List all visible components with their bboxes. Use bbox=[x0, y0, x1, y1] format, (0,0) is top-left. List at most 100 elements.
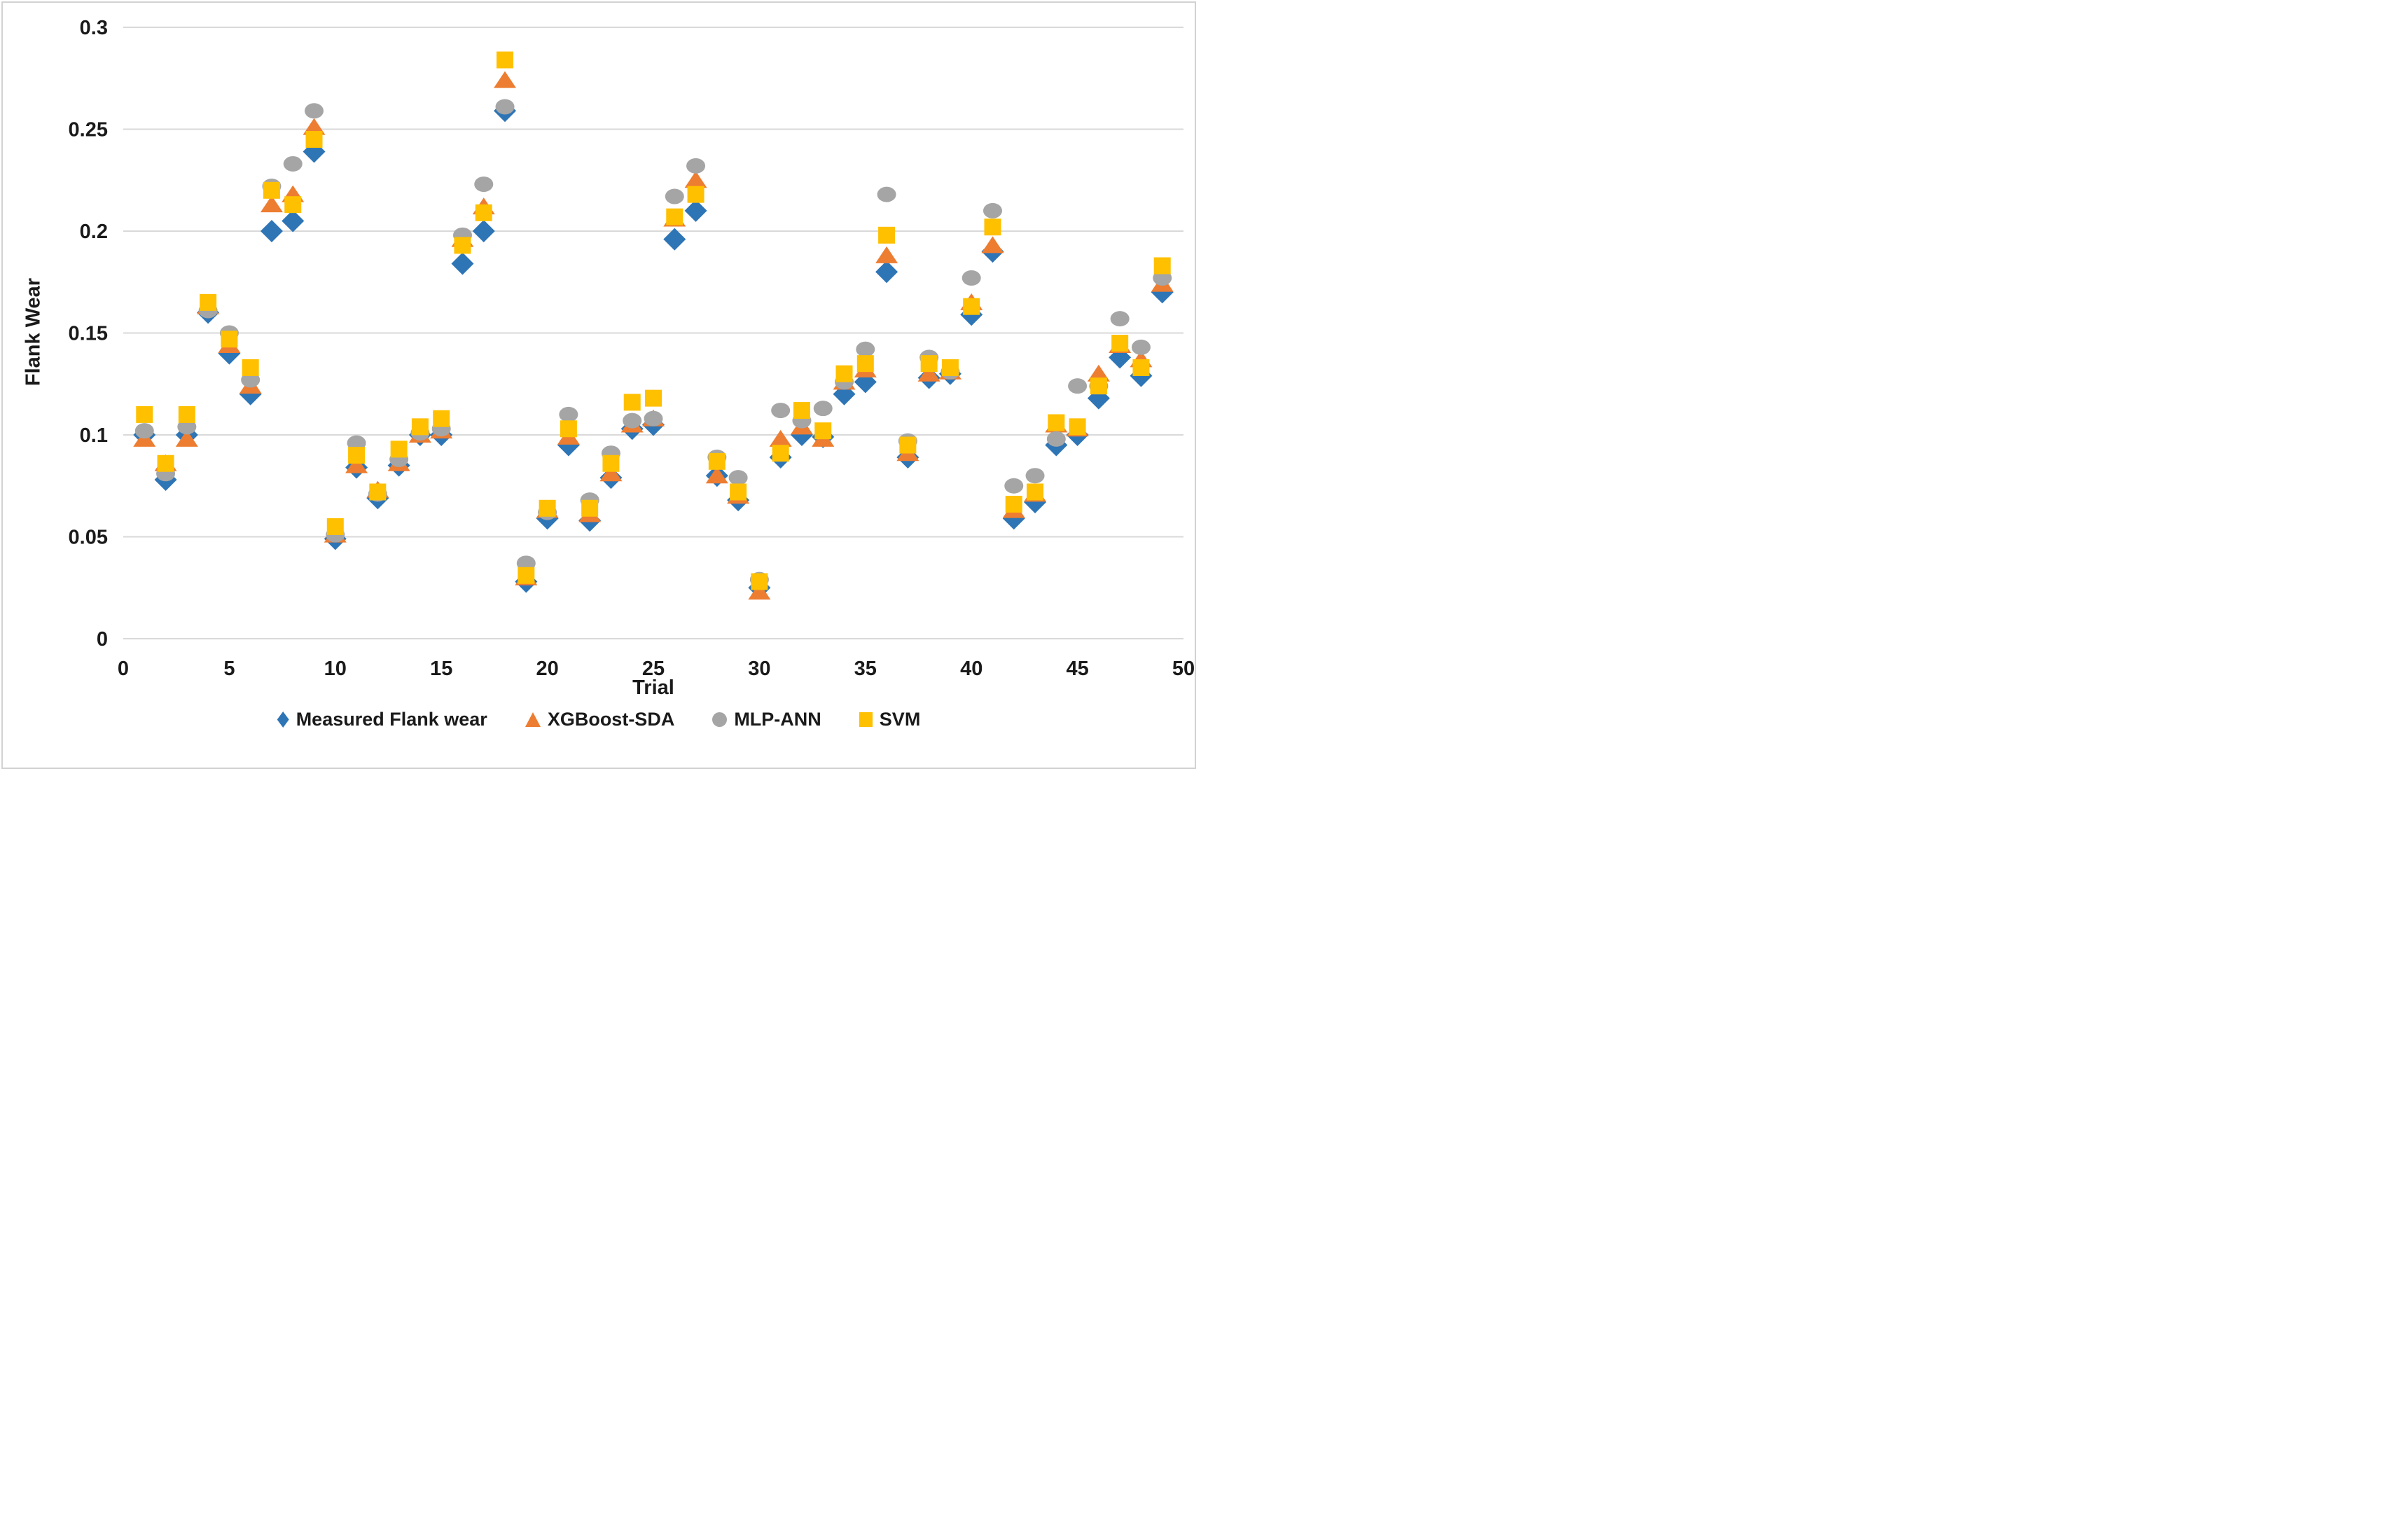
scatter-marker-diamond bbox=[663, 228, 686, 251]
x-tick-label: 50 bbox=[1172, 658, 1195, 680]
scatter-marker-triangle bbox=[494, 71, 517, 88]
y-tick-label: 0.3 bbox=[80, 17, 108, 39]
scatter-marker-square bbox=[1027, 483, 1044, 501]
legend-label: MLP-ANN bbox=[734, 709, 821, 730]
scatter-marker-square bbox=[941, 359, 959, 376]
y-tick-label: 0.2 bbox=[80, 221, 108, 243]
scatter-marker-square bbox=[920, 355, 938, 373]
scatter-marker-square bbox=[1153, 257, 1171, 275]
square-marker-icon bbox=[859, 712, 873, 727]
scatter-marker-square bbox=[200, 293, 217, 311]
scatter-marker-square bbox=[305, 131, 323, 148]
x-tick-label: 40 bbox=[960, 658, 983, 680]
scatter-marker-square bbox=[348, 447, 366, 464]
scatter-marker-square bbox=[772, 445, 789, 462]
scatter-marker-square bbox=[1111, 335, 1129, 352]
scatter-marker-square bbox=[581, 499, 599, 517]
x-tick-label: 20 bbox=[536, 658, 558, 680]
y-tick-label: 0.05 bbox=[69, 527, 108, 549]
scatter-marker-square bbox=[878, 226, 896, 244]
legend-label: XGBoost-SDA bbox=[547, 709, 675, 730]
scatter-marker-circle bbox=[1131, 339, 1151, 355]
scatter-marker-circle bbox=[559, 406, 578, 422]
scatter-marker-circle bbox=[1068, 378, 1088, 394]
scatter-marker-square bbox=[284, 196, 302, 214]
scatter-marker-circle bbox=[728, 470, 748, 486]
scatter-marker-square bbox=[178, 405, 195, 423]
scatter-marker-circle bbox=[877, 186, 896, 202]
scatter-marker-square bbox=[1069, 418, 1086, 436]
chart-legend: Measured Flank wear XGBoost-SDA MLP-ANN … bbox=[3, 709, 1195, 730]
scatter-marker-square bbox=[856, 355, 874, 373]
scatter-marker-circle bbox=[623, 412, 642, 429]
scatter-marker-square bbox=[751, 573, 768, 590]
scatter-marker-circle bbox=[474, 176, 494, 193]
scatter-marker-square bbox=[390, 441, 408, 458]
legend-item-measured-flank-wear: Measured Flank wear bbox=[277, 709, 487, 730]
x-tick-label: 15 bbox=[430, 658, 452, 680]
scatter-marker-triangle bbox=[875, 246, 898, 263]
scatter-marker-square bbox=[623, 394, 641, 411]
scatter-marker-triangle bbox=[981, 236, 1004, 254]
legend-item-svm: SVM bbox=[859, 709, 921, 730]
scatter-marker-circle bbox=[665, 188, 684, 204]
scatter-marker-diamond bbox=[260, 220, 283, 242]
scatter-marker-diamond bbox=[472, 220, 495, 242]
scatter-marker-triangle bbox=[303, 118, 326, 135]
scatter-marker-circle bbox=[644, 410, 663, 426]
triangle-marker-icon bbox=[525, 712, 541, 727]
scatter-marker-circle bbox=[856, 341, 875, 357]
scatter-marker-circle bbox=[305, 103, 324, 119]
scatter-marker-triangle bbox=[1087, 364, 1110, 382]
scatter-marker-square bbox=[814, 422, 832, 440]
x-tick-label: 0 bbox=[118, 658, 129, 680]
scatter-marker-square bbox=[1132, 359, 1150, 376]
scatter-marker-triangle bbox=[769, 429, 792, 447]
circle-marker-icon bbox=[712, 712, 728, 727]
scatter-marker-square bbox=[835, 365, 853, 382]
scatter-marker-triangle bbox=[705, 466, 728, 484]
x-tick-label: 25 bbox=[642, 658, 665, 680]
diamond-marker-icon bbox=[277, 712, 289, 728]
scatter-marker-triangle bbox=[260, 195, 283, 213]
x-tick-label: 5 bbox=[223, 658, 235, 680]
scatter-marker-triangle bbox=[684, 171, 707, 188]
y-tick-label: 0.25 bbox=[69, 119, 108, 141]
scatter-marker-square bbox=[242, 359, 259, 376]
scatter-marker-circle bbox=[771, 403, 791, 419]
scatter-marker-circle bbox=[495, 99, 515, 115]
scatter-marker-square bbox=[518, 567, 535, 584]
scatter-marker-triangle bbox=[917, 364, 940, 382]
scatter-marker-square bbox=[984, 218, 1001, 236]
scatter-marker-square bbox=[497, 51, 514, 69]
scatter-marker-square bbox=[263, 181, 280, 199]
scatter-marker-square bbox=[730, 483, 747, 501]
scatter-marker-square bbox=[793, 402, 810, 419]
scatter-marker-diamond bbox=[875, 261, 898, 284]
scatter-marker-square bbox=[666, 208, 683, 226]
scatter-marker-square bbox=[963, 298, 980, 315]
scatter-marker-square bbox=[687, 186, 704, 203]
scatter-marker-square bbox=[1090, 377, 1107, 395]
scatter-marker-square bbox=[411, 418, 429, 436]
x-axis-title: Trial bbox=[632, 677, 674, 699]
y-tick-label: 0.1 bbox=[80, 424, 108, 447]
legend-item-xgboost-sda: XGBoost-SDA bbox=[525, 709, 675, 730]
scatter-marker-circle bbox=[1046, 431, 1066, 447]
scatter-plot-canvas: 0 0.05 0.1 0.15 0.2 0.25 0.3 0 5 10 15 20 25 30 35 40 45… bbox=[69, 17, 1195, 680]
scatter-marker-circle bbox=[1110, 311, 1130, 327]
y-tick-label: 0 bbox=[97, 628, 108, 651]
scatter-marker-square bbox=[369, 483, 387, 501]
scatter-marker-square bbox=[602, 455, 620, 472]
scatter-marker-square bbox=[475, 204, 492, 221]
y-tick-label: 0.15 bbox=[69, 323, 108, 345]
scatter-marker-square bbox=[454, 237, 471, 254]
legend-label: SVM bbox=[879, 709, 921, 730]
scatter-marker-square bbox=[433, 410, 450, 427]
scatter-marker-circle bbox=[1025, 468, 1045, 484]
x-tick-label: 10 bbox=[324, 658, 347, 680]
scatter-marker-circle bbox=[283, 155, 303, 172]
scatter-marker-triangle bbox=[345, 456, 368, 473]
scatter-marker-circle bbox=[983, 202, 1002, 218]
y-axis-title: Flank Wear bbox=[22, 277, 45, 387]
